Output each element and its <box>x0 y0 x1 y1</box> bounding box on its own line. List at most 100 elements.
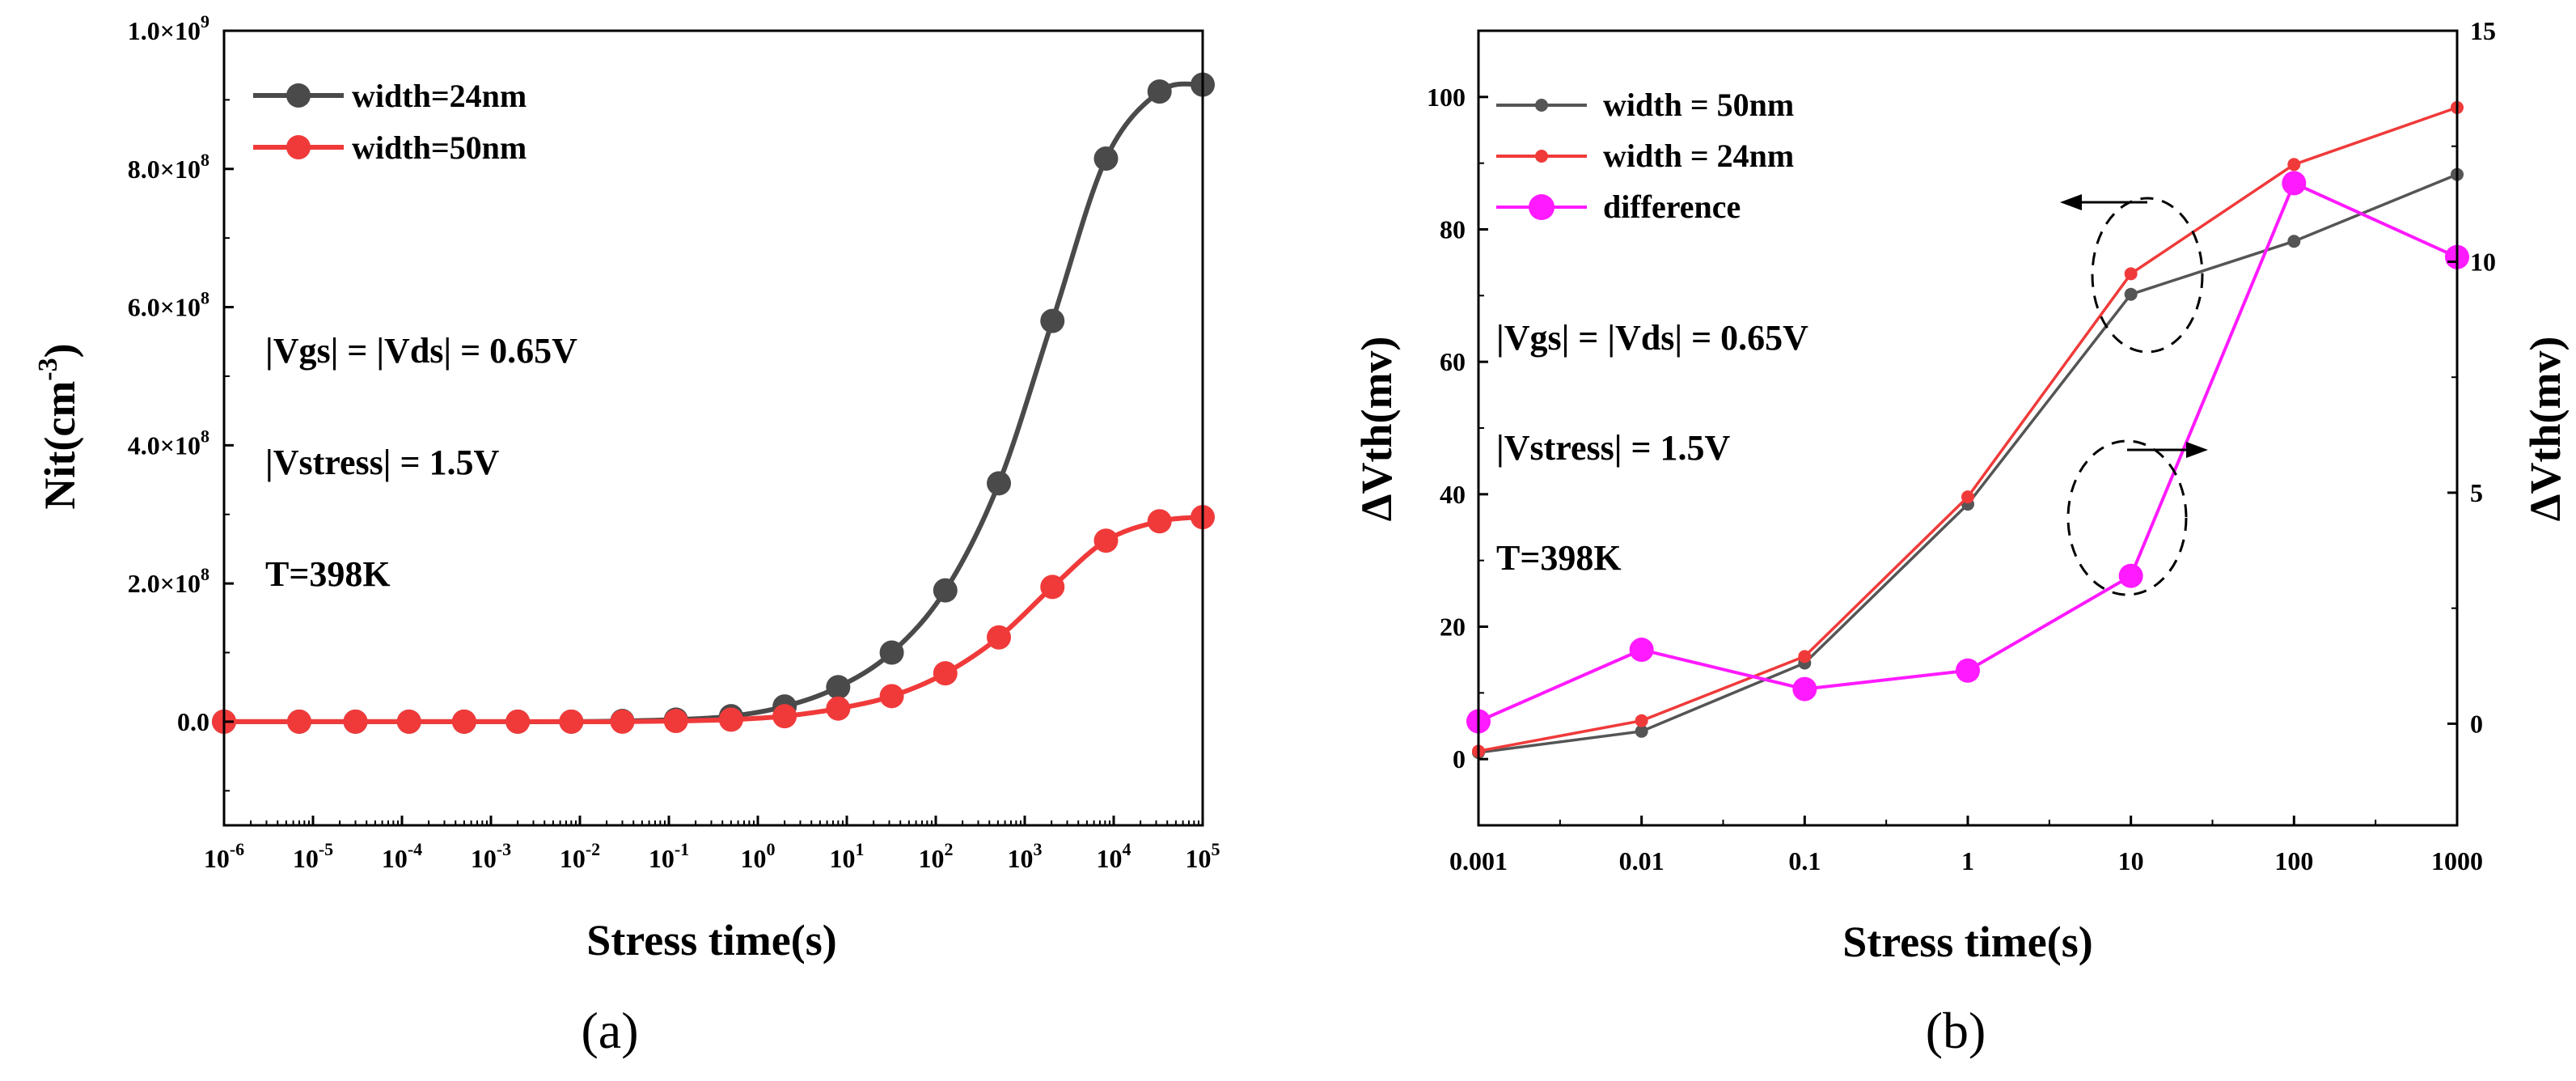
panel-b-y-axis-title-left: ΔVth(mv) <box>1352 337 1401 522</box>
y-left-tick-label: 80 <box>1440 215 1466 244</box>
data-point-width-24nm <box>1040 308 1065 333</box>
data-point-width-24nm <box>1961 490 1974 504</box>
left-axis-indicator-ellipse <box>2091 197 2204 354</box>
data-point-width-50nm <box>718 707 743 732</box>
y-left-tick-label: 0 <box>1453 744 1466 774</box>
x-tick-label: 10-4 <box>382 839 422 873</box>
series-line-width-50nm <box>223 515 1203 724</box>
data-point-width-50nm <box>2287 235 2301 248</box>
data-point-width-50nm <box>505 709 531 734</box>
x-tick-label: 0.001 <box>1449 846 1508 875</box>
data-point-width-50nm <box>286 709 311 734</box>
y-left-tick-label: 100 <box>1427 83 1466 112</box>
x-tick-label: 10-5 <box>293 839 333 873</box>
x-tick-label: 100 <box>741 839 776 873</box>
x-tick-label: 101 <box>830 839 865 873</box>
x-tick-label: 102 <box>919 839 954 873</box>
y-tick-label: 4.0×108 <box>128 426 209 460</box>
data-point-width-50nm <box>559 709 584 734</box>
x-tick-label: 10-2 <box>560 839 600 873</box>
annotation-temperature-b: T=398K <box>1496 538 1622 578</box>
legend-marker-width-50nm <box>286 135 311 159</box>
data-point-width-24nm <box>987 471 1012 496</box>
series-line-width-24nm <box>223 81 1203 724</box>
x-tick-label: 10-6 <box>204 839 244 873</box>
legend-label-width-50nm: width=50nm <box>352 129 527 166</box>
panel-b-x-axis-title: Stress time(s) <box>1842 918 2092 966</box>
data-point-width-50nm <box>1635 724 1648 738</box>
data-point-width-50nm <box>663 709 688 734</box>
right-axis-indicator-ellipse <box>2066 439 2188 596</box>
data-point-width-50nm <box>826 696 851 721</box>
panel-a-x-axis-title: Stress time(s) <box>586 916 836 964</box>
y-right-tick-label: 5 <box>2470 478 2483 507</box>
panel-a-label: (a) <box>581 1002 638 1059</box>
legend-label-width-24nm-b: width = 24nm <box>1603 138 1794 174</box>
x-tick-label: 10-3 <box>471 839 511 873</box>
panel-a-legend: width=24nm width=50nm <box>253 78 527 166</box>
data-point-difference <box>1956 658 1980 683</box>
left-axis-arrow-head-icon <box>2060 194 2082 210</box>
panel-b: 0.001 0.01 0.1 1 10 100 1000 0 20 40 60 80 100 0 5 10… <box>1352 16 2570 1059</box>
data-point-width-50nm <box>879 684 904 709</box>
legend-label-width-50nm-b: width = 50nm <box>1603 87 1794 123</box>
legend-label-width-24nm: width=24nm <box>352 78 527 114</box>
data-point-difference <box>1629 638 1654 663</box>
panel-b-y-axis-title-right: ΔVth(mv) <box>2521 337 2570 522</box>
x-tick-label: 100 <box>2274 846 2313 875</box>
x-tick-label: 0.1 <box>1788 846 1821 875</box>
y-left-tick-label: 40 <box>1440 480 1466 509</box>
data-point-width-24nm <box>879 640 904 665</box>
data-point-width-50nm <box>610 709 635 734</box>
panel-a-x-ticks: 10-6 10-5 10-4 10-3 10-2 10-1 100 101 102 103 104 1… <box>204 816 1220 873</box>
y-tick-label: 8.0×108 <box>128 150 209 184</box>
panel-b-series-layer <box>1466 100 2469 759</box>
data-point-width-24nm <box>1147 79 1172 104</box>
y-tick-label: 1.0×109 <box>128 11 209 45</box>
data-point-width-24nm <box>1798 650 1812 663</box>
panel-a: 10-6 10-5 10-4 10-3 10-2 10-1 100 101 102 103 104 1… <box>33 11 1220 1059</box>
data-point-width-50nm <box>343 709 368 734</box>
data-point-width-24nm <box>2124 267 2138 281</box>
panel-b-legend: width = 50nm width = 24nm difference <box>1496 87 1794 225</box>
panel-a-plot-frame <box>222 29 1204 827</box>
legend-marker-width-50nm-b <box>1535 99 1548 112</box>
data-point-width-50nm <box>772 704 797 729</box>
annotation-vgs-vds: |Vgs| = |Vds| = 0.65V <box>265 331 577 371</box>
right-axis-arrow-head-icon <box>2186 442 2208 458</box>
legend-marker-difference <box>1529 194 1554 220</box>
y-right-tick-label: 15 <box>2470 16 2496 45</box>
data-point-width-50nm <box>933 661 958 686</box>
panel-b-x-ticks: 0.001 0.01 0.1 1 10 100 1000 <box>1449 816 2483 875</box>
panel-b-label: (b) <box>1926 1002 1986 1059</box>
panel-a-y-ticks: 0.0 2.0×108 4.0×108 6.0×108 8.0×108 1.0×109 <box>128 11 234 792</box>
y-tick-label: 2.0×108 <box>128 564 209 598</box>
annotation-vstress: |Vstress| = 1.5V <box>265 443 500 482</box>
x-tick-label: 1 <box>1961 846 1974 875</box>
data-point-width-50nm <box>2124 287 2138 301</box>
panel-a-series-layer <box>212 72 1215 734</box>
x-tick-label: 0.01 <box>1619 846 1664 875</box>
y-left-tick-label: 20 <box>1440 613 1466 642</box>
legend-marker-width-24nm <box>286 83 311 108</box>
y-tick-label: 6.0×108 <box>128 288 209 322</box>
panel-b-y-ticks-right: 0 5 10 15 <box>2447 16 2496 738</box>
panel-b-y-ticks-left: 0 20 40 60 80 100 <box>1427 30 1488 774</box>
annotation-temperature: T=398K <box>265 554 391 594</box>
data-point-width-50nm <box>1147 509 1172 534</box>
data-point-width-50nm <box>1093 528 1119 553</box>
data-point-width-24nm <box>933 578 958 603</box>
legend-label-difference: difference <box>1603 189 1741 225</box>
data-point-difference <box>2118 563 2143 588</box>
x-tick-label: 105 <box>1186 839 1220 873</box>
y-right-tick-label: 10 <box>2470 247 2496 276</box>
data-point-width-50nm <box>451 709 476 734</box>
annotation-vstress-b: |Vstress| = 1.5V <box>1496 428 1731 468</box>
data-point-width-50nm <box>987 625 1012 650</box>
data-point-width-50nm <box>1040 574 1065 600</box>
data-point-difference <box>2282 171 2307 196</box>
x-tick-label: 10 <box>2118 846 2144 875</box>
data-point-width-24nm <box>826 675 851 700</box>
data-point-width-24nm <box>1635 714 1648 727</box>
